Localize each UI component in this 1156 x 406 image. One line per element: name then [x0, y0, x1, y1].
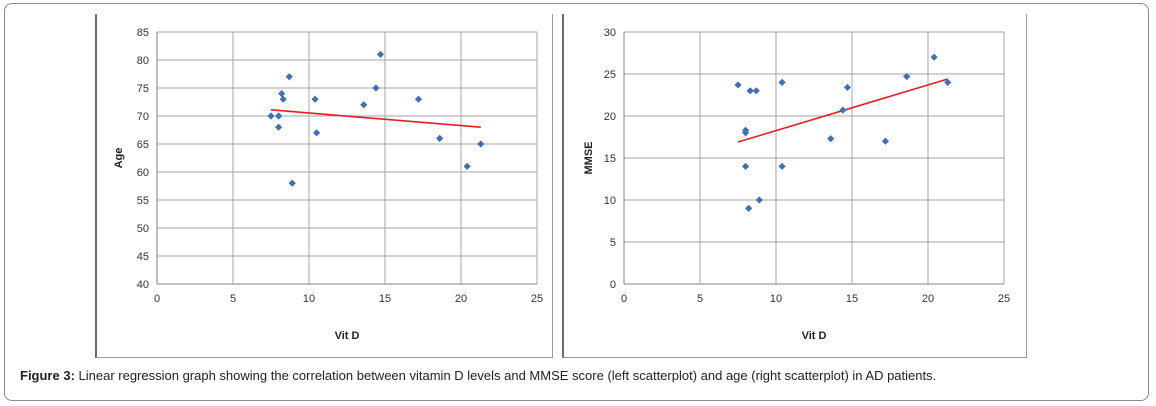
figure-caption: Figure 3: Linear regression graph showin…	[20, 368, 1140, 383]
y-tick-label: 10	[604, 195, 616, 207]
y-tick-label: 15	[604, 153, 616, 165]
data-point	[843, 83, 852, 92]
x-tick-label: 10	[303, 293, 315, 305]
data-point	[267, 112, 275, 120]
y-axis-title: MMSE	[583, 142, 595, 175]
data-point	[903, 72, 911, 81]
data-point	[288, 179, 296, 187]
y-tick-label: 45	[137, 251, 149, 263]
x-tick-label: 25	[531, 293, 543, 305]
data-point	[839, 106, 847, 114]
x-axis-title: Vit D	[335, 330, 360, 342]
x-tick-label: 15	[379, 293, 391, 305]
data-point	[285, 73, 293, 81]
data-point	[278, 90, 286, 98]
y-tick-label: 30	[604, 27, 616, 39]
data-point	[414, 95, 423, 103]
right-chart-panel: 0 5 10 15 20 25 30 0 5 10 15 20 25 Vit D MMSE	[562, 14, 1027, 358]
caption-text: Linear regression graph showing the corr…	[74, 368, 937, 383]
data-point	[477, 140, 485, 148]
age-vs-vitd-scatterplot: 40 45 50 55 60 65 70 75 80 85 0 5 10 15 20 25 Vit D Age	[113, 27, 543, 342]
data-point	[311, 95, 319, 103]
data-point	[778, 162, 786, 170]
y-tick-label: 5	[610, 237, 616, 249]
y-tick-label: 0	[610, 279, 616, 291]
left-chart-panel: 40 45 50 55 60 65 70 75 80 85 0 5 10 15 20 25 Vit D Age	[95, 14, 553, 358]
data-point	[313, 129, 321, 137]
y-axis-title: Age	[113, 148, 125, 169]
y-tick-label: 50	[137, 223, 149, 235]
x-tick-label: 20	[922, 293, 934, 305]
data-point	[436, 134, 444, 142]
y-tick-label: 20	[604, 111, 616, 123]
y-tick-label: 80	[137, 55, 149, 67]
y-tick-label: 60	[137, 167, 149, 179]
y-tick-label: 70	[137, 111, 149, 123]
x-tick-label: 15	[846, 293, 858, 305]
data-point	[827, 135, 835, 143]
mmse-vs-vitd-scatterplot: 0 5 10 15 20 25 30 0 5 10 15 20 25 Vit D MMSE	[583, 27, 1010, 342]
data-point	[275, 112, 283, 120]
data-point	[944, 78, 952, 86]
data-point	[372, 84, 380, 92]
y-tick-label: 40	[137, 279, 149, 291]
x-tick-label: 20	[455, 293, 467, 305]
regression-line	[270, 109, 481, 128]
data-point	[742, 162, 750, 170]
x-tick-label: 0	[154, 293, 160, 305]
x-axis-title: Vit D	[802, 330, 827, 342]
data-point	[930, 53, 938, 61]
data-point	[376, 50, 385, 58]
y-tick-label: 55	[137, 195, 149, 207]
data-point	[360, 101, 368, 109]
data-point	[275, 123, 283, 131]
caption-label: Figure 3:	[20, 368, 75, 383]
x-tick-label: 0	[621, 293, 627, 305]
data-point	[778, 78, 786, 86]
data-point	[745, 204, 753, 212]
data-point	[752, 87, 760, 95]
y-tick-label: 65	[137, 139, 149, 151]
y-tick-label: 85	[137, 27, 149, 39]
data-point	[755, 196, 763, 204]
data-point	[881, 137, 890, 145]
data-point	[463, 162, 471, 170]
x-tick-label: 10	[770, 293, 782, 305]
x-tick-label: 25	[998, 293, 1010, 305]
x-tick-label: 5	[230, 293, 236, 305]
data-point	[734, 81, 742, 89]
y-tick-label: 75	[137, 83, 149, 95]
x-tick-label: 5	[697, 293, 703, 305]
y-tick-label: 25	[604, 69, 616, 81]
data-point	[279, 95, 287, 103]
